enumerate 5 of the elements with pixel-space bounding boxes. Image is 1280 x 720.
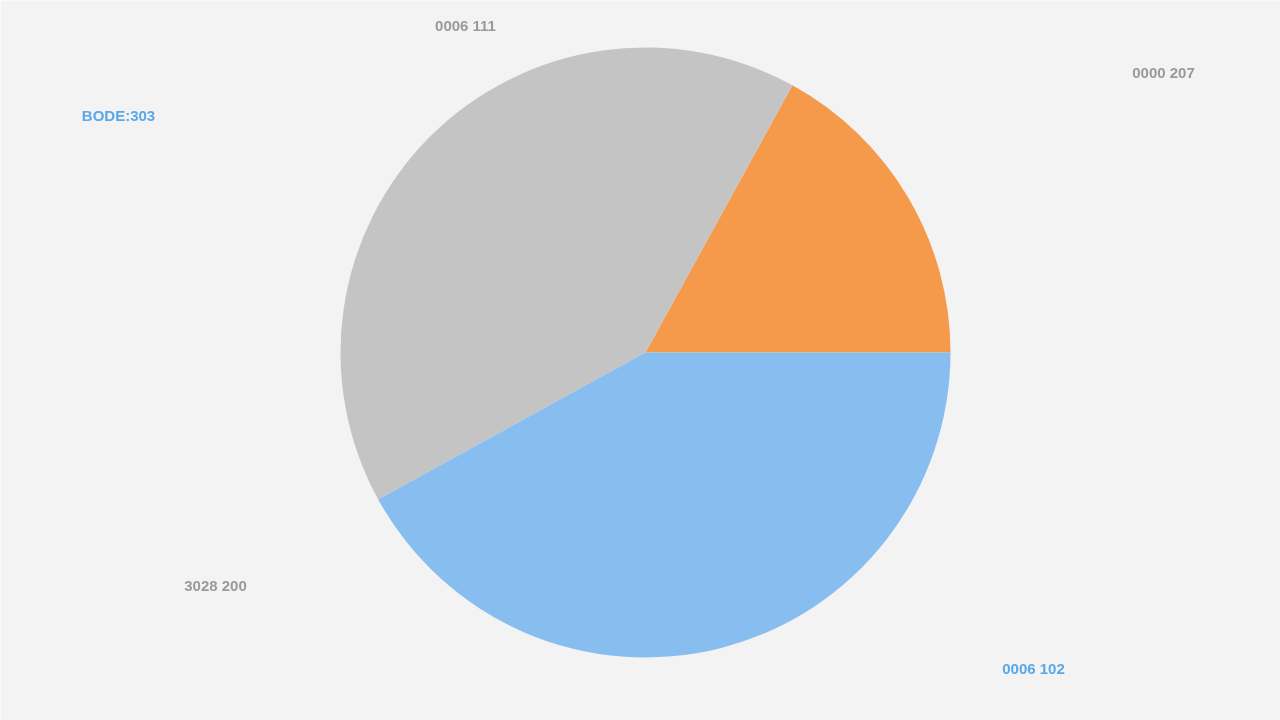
text: 0006 111 <box>435 17 496 34</box>
text: 0000 207 <box>1132 64 1195 81</box>
text: 3028 200 <box>184 577 247 594</box>
text: BODE:303 <box>81 107 156 124</box>
text: 0006 102 <box>1002 660 1065 677</box>
